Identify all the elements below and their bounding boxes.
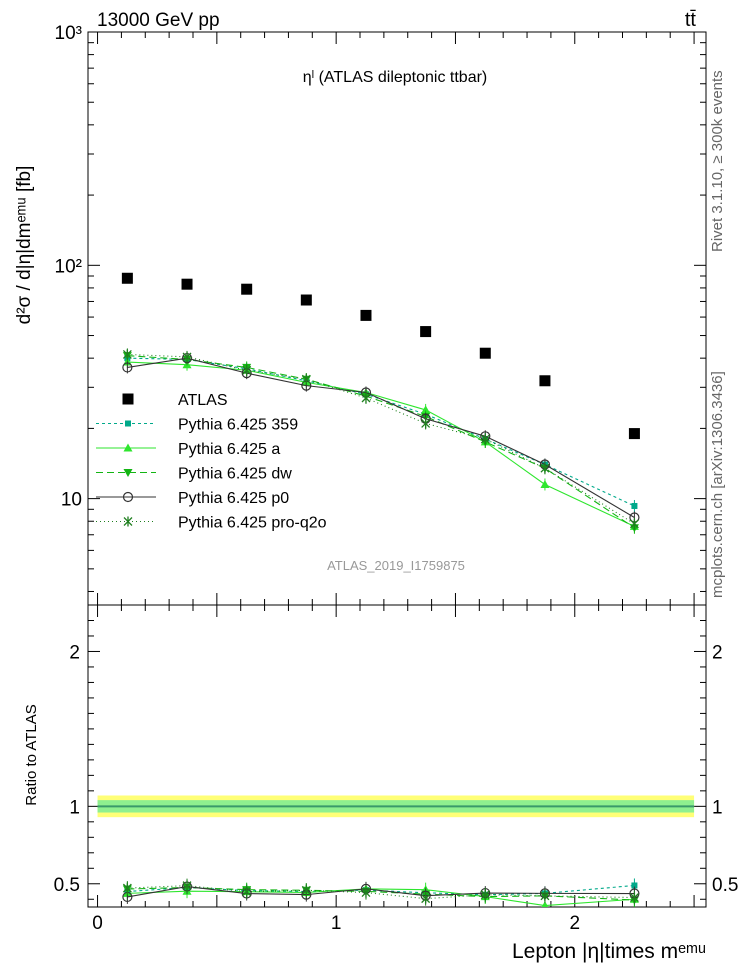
data-point: [241, 283, 253, 295]
ratio-y-tick-label-right: 1: [712, 797, 723, 818]
ratio-panel-frame: [87, 604, 707, 908]
main-series: [121, 272, 640, 534]
mc-point: [540, 479, 550, 488]
data-point: [420, 326, 432, 338]
legend-label: Pythia 6.425 dw: [178, 466, 292, 483]
ratio-point: [301, 885, 311, 896]
ratio-point: [540, 890, 550, 901]
mcplots-reference-label: mcplots.cern.ch [arXiv:1306.3436]: [709, 371, 726, 598]
mc-point: [421, 418, 431, 429]
legend-marker: [123, 443, 133, 452]
ratio-y-tick-label: 1: [69, 797, 80, 818]
data-point: [539, 375, 551, 387]
mc-point: [122, 349, 132, 360]
ratio-point: [629, 892, 639, 903]
data-point: [360, 309, 372, 321]
legend-label: ATLAS: [178, 392, 228, 409]
legend-marker: [123, 516, 133, 527]
mc-point: [122, 362, 133, 373]
ratio-point: [480, 889, 490, 900]
data-point: [181, 278, 193, 290]
ratio-y-tick-label-right: 0.5: [712, 875, 738, 896]
legend: ATLAS Pythia 6.425 359 Pythia 6.425 a Pythi…: [96, 392, 327, 532]
x-tick-label: 0: [92, 913, 103, 934]
main-axis-ticks: 10 10² 10³: [55, 23, 706, 605]
y-tick-label: 10: [61, 490, 82, 511]
mc-point: [540, 463, 550, 474]
x-tick-label: 2: [569, 913, 580, 934]
mc-point: [361, 392, 371, 403]
ratio-point: [421, 893, 431, 904]
legend-label: Pythia 6.425 359: [178, 417, 298, 434]
mc-point: [480, 434, 490, 445]
mc-point: [421, 405, 431, 414]
header-energy: 13000 GeV pp: [97, 10, 220, 31]
x-axis-label: Lepton |η|times mᵉᵐᵘ: [512, 940, 706, 963]
plot-title: ηˡ (ATLAS dileptonic ttbar): [303, 69, 488, 86]
ratio-point: [122, 883, 132, 894]
data-point: [300, 294, 312, 306]
legend-marker: [122, 393, 134, 405]
ratio-point: [361, 887, 371, 898]
data-point: [479, 347, 491, 359]
ratio-series: [122, 878, 640, 907]
y-tick-label: 10³: [55, 23, 82, 44]
analysis-watermark: ATLAS_2019_I1759875: [327, 558, 465, 573]
ratio-series-line: [127, 888, 635, 907]
ratio-y-tick-label-right: 2: [712, 642, 723, 663]
ratio-series-line: [127, 886, 635, 901]
series-line: [127, 353, 635, 525]
ratio-uncertainty-band: [97, 795, 695, 818]
legend-label: Pythia 6.425 pro-q2o: [178, 515, 327, 532]
header-process: tt̄: [685, 9, 697, 31]
rivet-version-label: Rivet 3.1.10, ≥ 300k events: [709, 70, 726, 252]
ratio-y-tick-label: 0.5: [54, 875, 80, 896]
x-tick-label: 1: [331, 913, 342, 934]
ratio-axis-ticks: 0.5 0.5 1 1 2 2 0 1 2: [54, 605, 738, 934]
mc-point: [629, 518, 639, 529]
mc-point: [182, 351, 192, 362]
ratio-y-axis-label: Ratio to ATLAS: [23, 704, 40, 805]
mc-point: [301, 374, 311, 385]
legend-marker: [125, 420, 131, 427]
ratio-point: [242, 886, 252, 897]
legend-label: Pythia 6.425 a: [178, 441, 280, 458]
ratio-point: [631, 882, 638, 889]
y-axis-label: d²σ / d|η|dmᵉᵐᵘ [fb]: [14, 166, 35, 325]
ratio-y-tick-label: 2: [69, 642, 80, 663]
legend-marker: [123, 469, 133, 477]
data-point: [121, 272, 133, 284]
data-point: [628, 428, 640, 440]
mc-point: [631, 502, 638, 509]
ratio-point: [541, 901, 549, 907]
ratio-point: [182, 880, 192, 891]
legend-label: Pythia 6.425 p0: [178, 490, 289, 507]
mc-point: [242, 365, 252, 376]
legend-marker: [122, 491, 134, 503]
y-tick-label: 10²: [55, 256, 82, 277]
